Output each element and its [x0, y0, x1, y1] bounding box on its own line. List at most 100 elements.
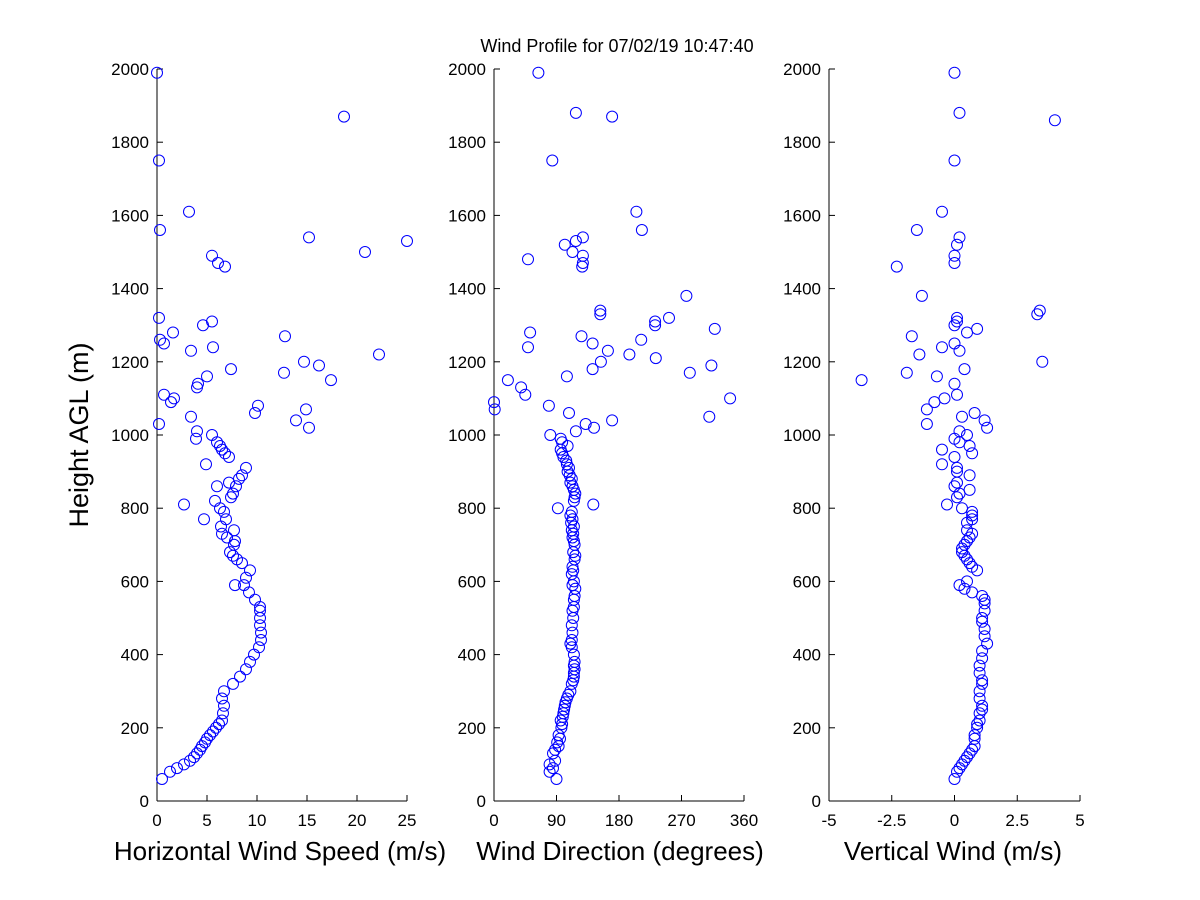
data-point-horizontal-wind-speed: [233, 472, 245, 485]
data-point-vertical-wind: [936, 341, 948, 354]
data-point-vertical-wind: [951, 476, 963, 489]
y-tick-label-wind-direction: 800: [458, 499, 486, 518]
data-point-vertical-wind: [966, 743, 979, 756]
data-point-horizontal-wind-speed: [154, 333, 166, 346]
y-tick-label-wind-direction: 400: [458, 646, 486, 665]
data-point-wind-direction: [683, 366, 696, 379]
data-point-wind-direction: [569, 582, 582, 595]
y-tick-label-horizontal-wind-speed: 0: [140, 792, 149, 811]
y-tick-label-wind-direction: 600: [458, 572, 486, 591]
data-point-wind-direction: [551, 736, 564, 749]
data-point-wind-direction: [522, 341, 534, 354]
data-point-vertical-wind: [976, 674, 989, 687]
data-point-horizontal-wind-speed: [165, 396, 177, 409]
y-tick-label-wind-direction: 200: [458, 719, 486, 738]
data-point-vertical-wind: [973, 692, 986, 705]
data-point-horizontal-wind-speed: [290, 414, 302, 427]
data-point-vertical-wind: [928, 396, 941, 409]
data-point-vertical-wind: [910, 224, 923, 236]
y-tick-label-vertical-wind: 600: [793, 572, 821, 591]
data-point-vertical-wind: [976, 644, 989, 657]
x-tick-label-horizontal-wind-speed: 15: [298, 811, 317, 830]
x-tick-label-horizontal-wind-speed: 5: [202, 811, 211, 830]
y-tick-label-horizontal-wind-speed: 1000: [111, 426, 149, 445]
data-point-horizontal-wind-speed: [216, 714, 228, 727]
data-point-wind-direction: [724, 392, 737, 405]
data-point-wind-direction: [488, 396, 500, 409]
data-point-wind-direction: [569, 235, 582, 247]
data-point-vertical-wind: [900, 366, 913, 379]
data-point-horizontal-wind-speed: [191, 381, 203, 394]
data-point-wind-direction: [542, 399, 555, 412]
data-point-horizontal-wind-speed: [164, 765, 176, 778]
y-tick-label-wind-direction: 1400: [448, 280, 486, 299]
data-point-vertical-wind: [973, 685, 986, 698]
data-point-vertical-wind: [971, 322, 984, 335]
y-tick-label-vertical-wind: 1600: [783, 206, 821, 225]
data-point-vertical-wind: [956, 546, 968, 559]
data-point-wind-direction: [544, 429, 557, 441]
data-point-wind-direction: [576, 249, 589, 262]
data-point-wind-direction: [566, 480, 579, 493]
data-point-horizontal-wind-speed: [240, 663, 252, 676]
data-point-wind-direction: [569, 425, 582, 438]
data-point-horizontal-wind-speed: [218, 505, 230, 518]
data-point-vertical-wind: [890, 260, 903, 273]
data-point-vertical-wind: [966, 513, 979, 526]
figure-title: Wind Profile for 07/02/19 10:47:40: [480, 36, 753, 56]
data-point-horizontal-wind-speed: [338, 110, 350, 123]
data-point-horizontal-wind-speed: [196, 740, 208, 753]
data-point-vertical-wind: [968, 729, 981, 742]
x-tick-label-vertical-wind: -5: [821, 811, 836, 830]
data-point-vertical-wind: [968, 407, 981, 419]
panel-horizontal-wind-speed: Horizontal Wind Speed (m/s) 020040060080…: [111, 60, 446, 866]
data-point-vertical-wind: [963, 469, 976, 482]
data-point-wind-direction: [576, 257, 589, 269]
data-point-wind-direction: [569, 106, 582, 119]
data-point-horizontal-wind-speed: [224, 546, 236, 559]
data-point-vertical-wind: [963, 440, 976, 452]
data-point-vertical-wind: [966, 586, 979, 599]
data-point-wind-direction: [567, 648, 580, 661]
data-point-horizontal-wind-speed: [325, 374, 337, 387]
data-point-horizontal-wind-speed: [204, 729, 216, 742]
y-tick-label-vertical-wind: 1200: [783, 353, 821, 372]
data-point-vertical-wind: [978, 593, 991, 606]
y-tick-label-horizontal-wind-speed: 1400: [111, 280, 149, 299]
y-tick-label-vertical-wind: 800: [793, 499, 821, 518]
data-point-vertical-wind: [1031, 308, 1044, 321]
data-point-wind-direction: [549, 743, 562, 756]
data-point-vertical-wind: [920, 403, 933, 416]
data-point-vertical-wind: [948, 319, 961, 332]
data-point-wind-direction: [586, 363, 599, 376]
data-point-wind-direction: [566, 560, 579, 573]
data-point-wind-direction: [560, 454, 573, 467]
data-point-horizontal-wind-speed: [303, 231, 315, 244]
data-point-horizontal-wind-speed: [171, 762, 183, 775]
data-point-horizontal-wind-speed: [236, 469, 248, 482]
x-tick-label-vertical-wind: -2.5: [877, 811, 906, 830]
y-tick-label-wind-direction: 2000: [448, 60, 486, 79]
data-point-wind-direction: [579, 418, 592, 430]
x-tick-label-horizontal-wind-speed: 20: [348, 811, 367, 830]
y-tick-label-horizontal-wind-speed: 1200: [111, 353, 149, 372]
data-point-horizontal-wind-speed: [209, 494, 221, 507]
data-point-vertical-wind: [963, 483, 976, 496]
data-point-vertical-wind: [961, 575, 973, 588]
data-point-horizontal-wind-speed: [303, 421, 315, 434]
data-point-horizontal-wind-speed: [211, 480, 223, 493]
data-point-horizontal-wind-speed: [359, 246, 371, 258]
data-point-horizontal-wind-speed: [198, 513, 210, 526]
data-point-wind-direction: [567, 520, 580, 533]
y-tick-label-horizontal-wind-speed: 600: [121, 572, 149, 591]
data-point-wind-direction: [567, 575, 580, 588]
data-point-horizontal-wind-speed: [210, 721, 222, 734]
data-point-vertical-wind: [948, 66, 961, 79]
data-point-horizontal-wind-speed: [191, 747, 203, 760]
x-tick-label-vertical-wind: 2.5: [1005, 811, 1029, 830]
y-tick-label-horizontal-wind-speed: 800: [121, 499, 149, 518]
data-point-wind-direction: [524, 326, 537, 339]
data-point-horizontal-wind-speed: [249, 593, 261, 606]
data-point-vertical-wind: [981, 637, 994, 650]
